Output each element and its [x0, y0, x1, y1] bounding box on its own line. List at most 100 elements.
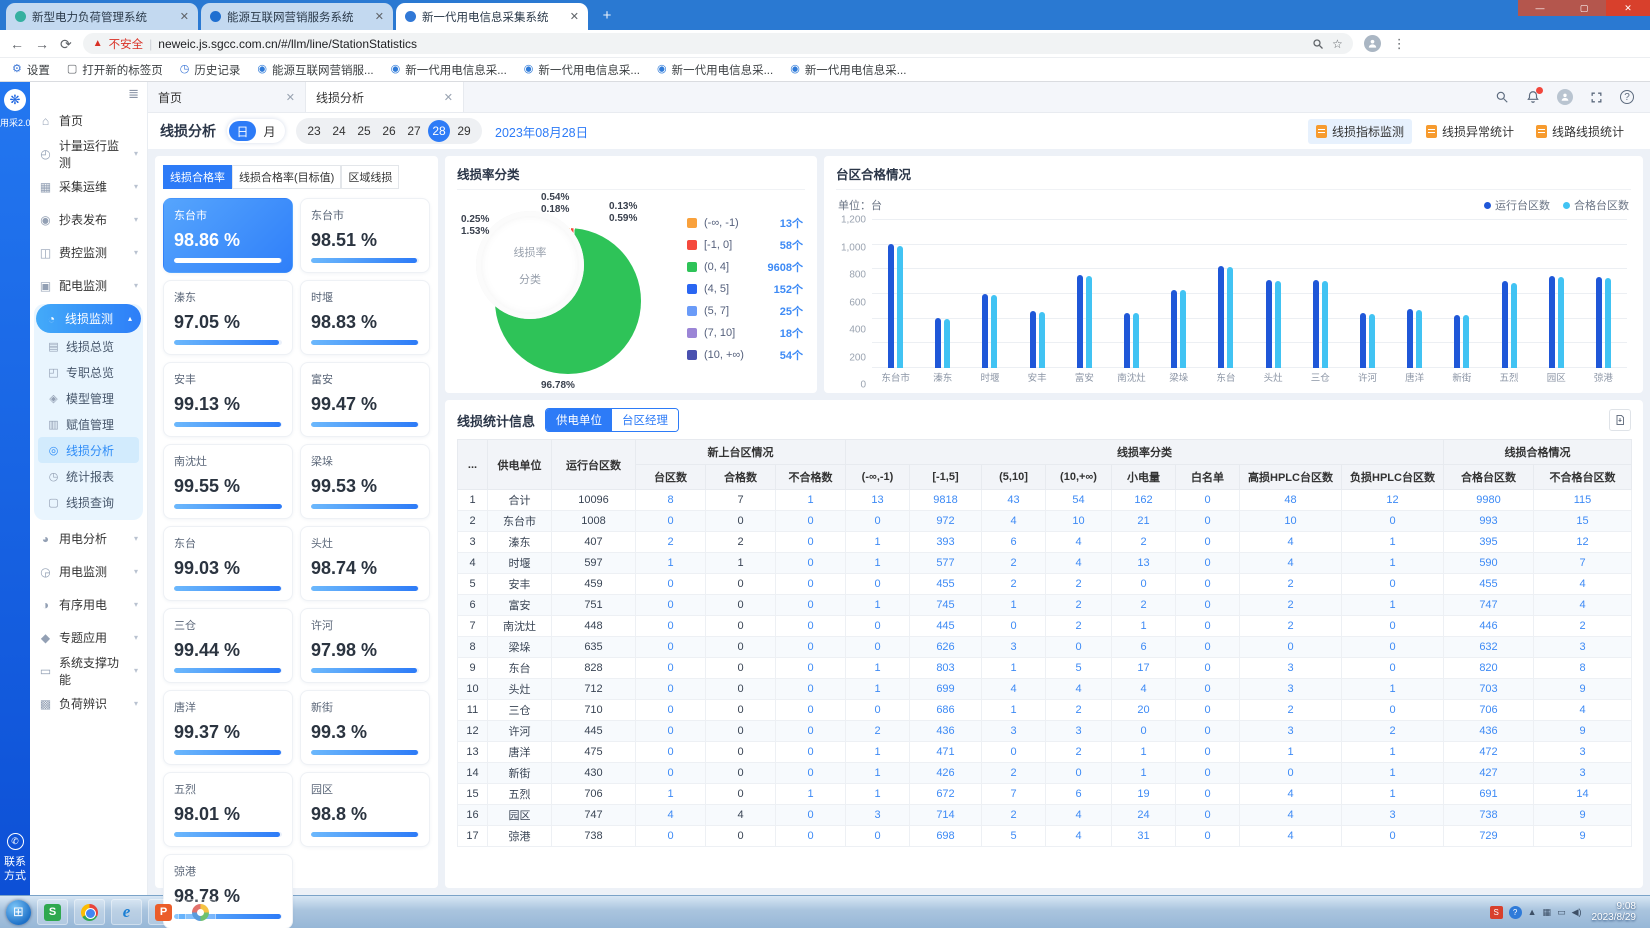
- table-cell[interactable]: 0: [846, 637, 910, 658]
- taskbar-ie-icon[interactable]: e: [111, 899, 142, 925]
- table-cell[interactable]: 2: [1240, 595, 1342, 616]
- table-cell[interactable]: 4: [1046, 826, 1112, 847]
- url-bar[interactable]: ▲ 不安全 | neweic.js.sgcc.com.cn/#/llm/line…: [83, 33, 1353, 54]
- notifications-bell-icon[interactable]: [1526, 90, 1540, 104]
- page-tab-close-icon[interactable]: ✕: [286, 91, 295, 104]
- table-cell[interactable]: 691: [1444, 784, 1534, 805]
- donut-chart[interactable]: 线损率 分类 0.54%0.18%0.13%0.59%0.25%1.53%96.…: [457, 192, 679, 385]
- table-cell[interactable]: 2: [1240, 616, 1342, 637]
- table-row[interactable]: 3溱东407220139364204139512: [458, 532, 1632, 553]
- network-icon[interactable]: ▦: [1543, 907, 1552, 918]
- table-cell[interactable]: 10: [1046, 511, 1112, 532]
- table-cell[interactable]: 1: [1342, 784, 1444, 805]
- table-cell[interactable]: 0: [1176, 805, 1240, 826]
- table-cell[interactable]: 3: [1342, 805, 1444, 826]
- table-cell[interactable]: 13: [1112, 553, 1176, 574]
- table-cell[interactable]: 632: [1444, 637, 1534, 658]
- region-card[interactable]: 弶港98.78 %: [163, 854, 293, 928]
- input-method-icon[interactable]: S: [1490, 906, 1503, 919]
- taskbar-clock[interactable]: 9:08 2023/8/29: [1588, 901, 1645, 924]
- bar-group[interactable]: [872, 220, 919, 368]
- table-cell[interactable]: 0: [1176, 679, 1240, 700]
- table-cell[interactable]: 3: [1240, 658, 1342, 679]
- tab-close-icon[interactable]: ✕: [570, 10, 579, 23]
- table-cell[interactable]: 455: [910, 574, 982, 595]
- region-card[interactable]: 五烈98.01 %: [163, 772, 293, 847]
- table-cell[interactable]: 0: [1176, 784, 1240, 805]
- bar-chart[interactable]: 02004006008001,0001,200 东台市溱东时堰安丰富安南沈灶梁垛…: [836, 216, 1631, 385]
- report-link[interactable]: 线路线损统计: [1528, 119, 1632, 144]
- table-cell[interactable]: 0: [1176, 700, 1240, 721]
- table-cell[interactable]: 738: [1444, 805, 1534, 826]
- region-card[interactable]: 园区98.8 %: [300, 772, 430, 847]
- table-row[interactable]: 1合计100968711398184354162048129980115: [458, 490, 1632, 511]
- table-cell[interactable]: 4: [1534, 700, 1632, 721]
- table-cell[interactable]: 1: [1342, 679, 1444, 700]
- table-cell[interactable]: 2: [1534, 616, 1632, 637]
- back-button[interactable]: ←: [10, 37, 24, 51]
- table-cell[interactable]: 4: [1046, 553, 1112, 574]
- table-cell[interactable]: 3: [846, 805, 910, 826]
- bookmark-item[interactable]: ◉新一代用电信息采...: [657, 62, 773, 78]
- page-tab-close-icon[interactable]: ✕: [444, 91, 453, 104]
- table-cell[interactable]: 1: [776, 784, 846, 805]
- bookmark-item[interactable]: ▢打开新的标签页: [67, 62, 163, 78]
- table-cell[interactable]: 2: [982, 574, 1046, 595]
- region-card[interactable]: 溱东97.05 %: [163, 280, 293, 355]
- table-cell[interactable]: 0: [636, 700, 706, 721]
- table-cell[interactable]: 21: [1112, 511, 1176, 532]
- table-cell[interactable]: 1: [846, 763, 910, 784]
- table-cell[interactable]: 13: [846, 490, 910, 511]
- table-cell[interactable]: 0: [636, 574, 706, 595]
- contact-widget[interactable]: ✆ 联系方式: [0, 833, 30, 883]
- table-cell[interactable]: 446: [1444, 616, 1534, 637]
- table-cell[interactable]: 8: [636, 490, 706, 511]
- sidebar-subitem-duty[interactable]: ◰专职总览: [34, 359, 143, 385]
- sidebar-collapse-icon[interactable]: ≣: [128, 86, 139, 102]
- table-row[interactable]: 6富安75100017451220217474: [458, 595, 1632, 616]
- bar-legend-item[interactable]: 合格台区数: [1563, 197, 1629, 213]
- table-cell[interactable]: 1: [1112, 616, 1176, 637]
- table-cell[interactable]: 803: [910, 658, 982, 679]
- table-cell[interactable]: 2: [1342, 721, 1444, 742]
- legend-item[interactable]: (7, 10]18个: [687, 325, 803, 341]
- table-cell[interactable]: 4: [1240, 553, 1342, 574]
- table-cell[interactable]: 9: [1534, 721, 1632, 742]
- table-cell[interactable]: 0: [636, 658, 706, 679]
- table-cell[interactable]: 43: [982, 490, 1046, 511]
- table-cell[interactable]: 626: [910, 637, 982, 658]
- table-cell[interactable]: 2: [1240, 574, 1342, 595]
- view-toggle-button[interactable]: 台区经理: [612, 409, 678, 431]
- table-cell[interactable]: 12: [1342, 490, 1444, 511]
- new-tab-button[interactable]: +: [595, 6, 619, 26]
- sidebar-item-distribution[interactable]: ▣配电监测▾: [30, 269, 147, 302]
- region-card[interactable]: 富安99.47 %: [300, 362, 430, 437]
- zoom-icon[interactable]: [1312, 38, 1324, 50]
- legend-item[interactable]: (4, 5]152个: [687, 281, 803, 297]
- table-cell[interactable]: 2: [982, 763, 1046, 784]
- table-cell[interactable]: 12: [1534, 532, 1632, 553]
- sidebar-item-reading[interactable]: ◉抄表发布▾: [30, 203, 147, 236]
- region-card[interactable]: 南沈灶99.55 %: [163, 444, 293, 519]
- day-pill[interactable]: 26: [378, 120, 400, 142]
- bar-group[interactable]: [1250, 220, 1297, 368]
- table-cell[interactable]: 0: [846, 616, 910, 637]
- table-cell[interactable]: 5: [982, 826, 1046, 847]
- table-cell[interactable]: 2: [1240, 700, 1342, 721]
- close-button[interactable]: ✕: [1606, 0, 1650, 16]
- table-cell[interactable]: 6: [982, 532, 1046, 553]
- bar-group[interactable]: [966, 220, 1013, 368]
- region-card[interactable]: 许河97.98 %: [300, 608, 430, 683]
- table-cell[interactable]: 1: [1240, 742, 1342, 763]
- table-cell[interactable]: 2: [1046, 700, 1112, 721]
- report-link[interactable]: 线损指标监测: [1308, 119, 1412, 144]
- table-cell[interactable]: 4: [1240, 532, 1342, 553]
- table-cell[interactable]: 686: [910, 700, 982, 721]
- table-cell[interactable]: 0: [1176, 658, 1240, 679]
- table-cell[interactable]: 0: [1046, 637, 1112, 658]
- display-icon[interactable]: ▭: [1557, 907, 1566, 918]
- security-warning-icon[interactable]: ▲: [93, 38, 103, 49]
- user-avatar-icon[interactable]: [1557, 89, 1573, 105]
- sidebar-subitem-analysis[interactable]: ◎线损分析: [38, 437, 139, 463]
- table-cell[interactable]: 5: [1046, 658, 1112, 679]
